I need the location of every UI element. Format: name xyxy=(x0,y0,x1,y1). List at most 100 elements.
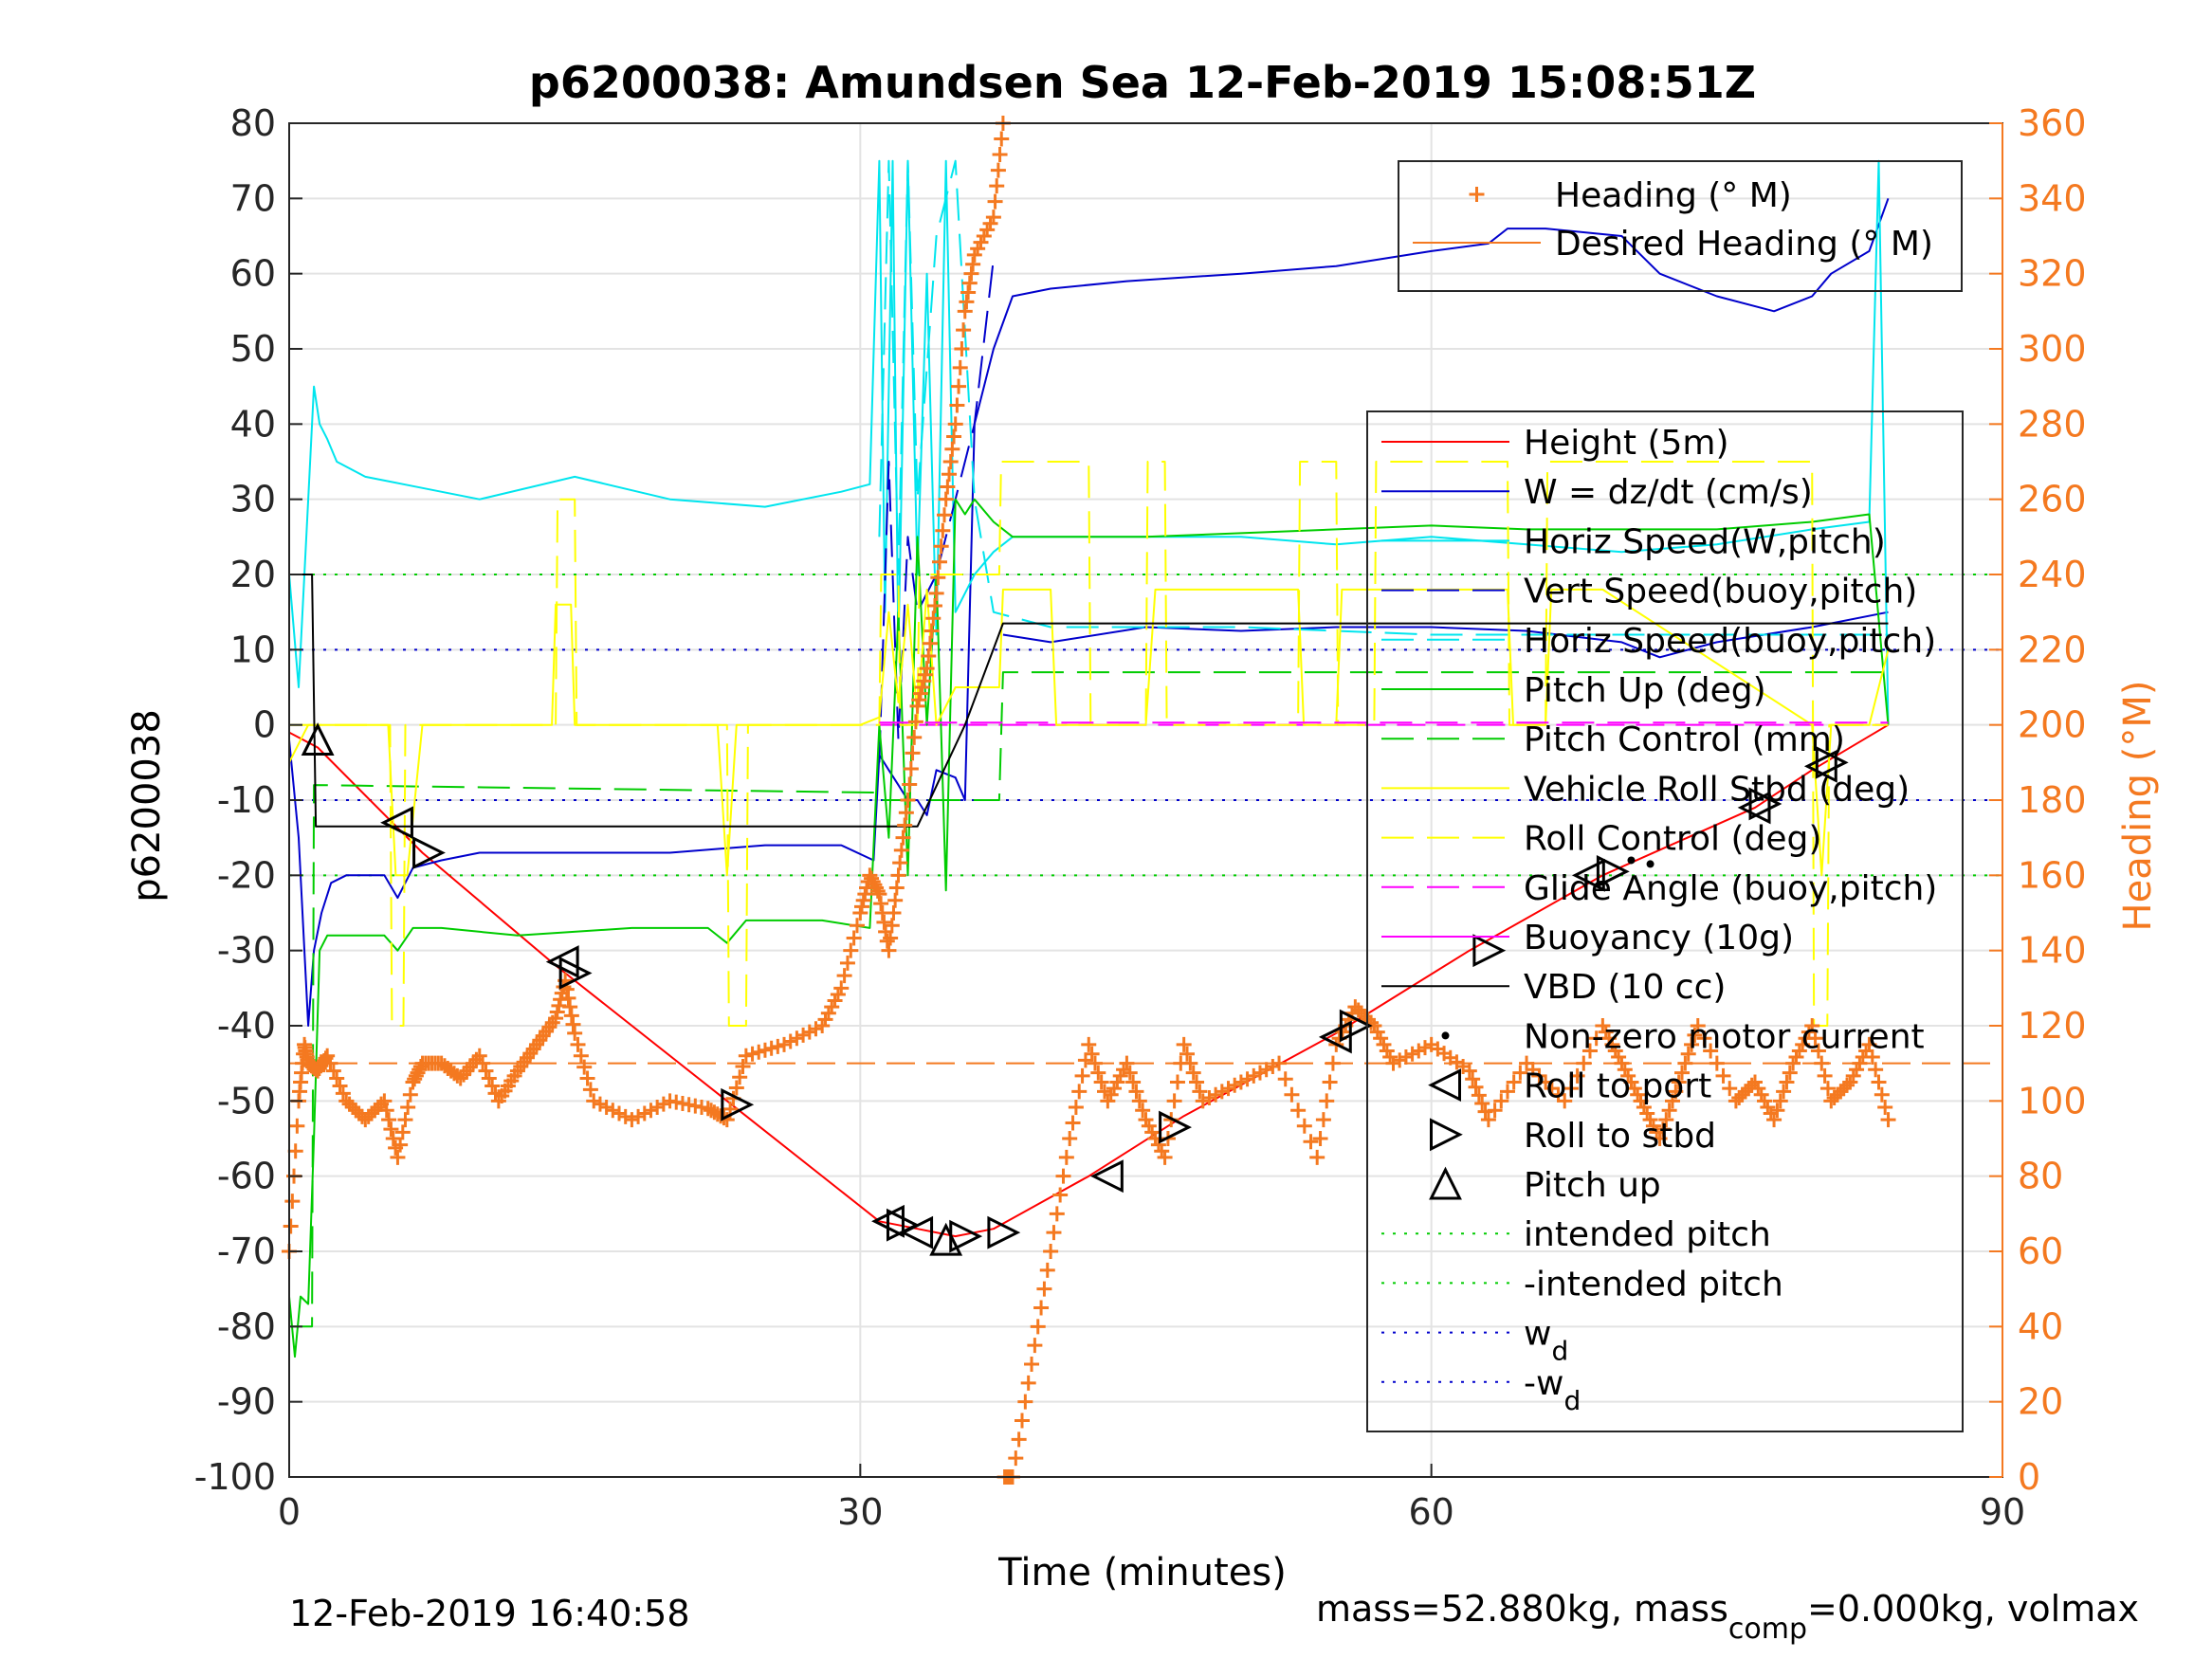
heading-point xyxy=(954,341,970,356)
heading-point xyxy=(1722,1081,1738,1097)
legend-entry: Pitch Up (deg) xyxy=(1381,671,1766,710)
heading-point xyxy=(1087,1055,1103,1071)
legend-entry: Desired Heading (° M) xyxy=(1413,225,1933,264)
legend-entry: Vehicle Roll Stbd (deg) xyxy=(1381,770,1910,809)
legend-label-text: Vehicle Roll Stbd (deg) xyxy=(1524,770,1910,809)
heading-point xyxy=(1588,1030,1604,1047)
heading-point xyxy=(1817,1067,1833,1084)
y-right-tick-label: 340 xyxy=(2018,177,2087,219)
y-left-tick-label: -40 xyxy=(217,1005,276,1047)
y-axis-label-right: Heading (°M) xyxy=(2116,681,2160,932)
heading-point xyxy=(1017,1394,1033,1410)
heading-point xyxy=(987,193,1003,210)
heading-point xyxy=(1303,1134,1319,1150)
heading-point xyxy=(475,1055,491,1071)
heading-point xyxy=(1819,1081,1836,1097)
legend-label: Roll to port xyxy=(1524,1067,1711,1106)
heading-point xyxy=(381,1112,397,1128)
heading-point xyxy=(843,942,859,958)
roll-to-port-marker xyxy=(1089,1159,1124,1194)
legend-entry: Height (5m) xyxy=(1381,424,1729,463)
roll-to-stbd-marker xyxy=(1159,1110,1192,1144)
heading-point xyxy=(921,647,937,664)
series-vbd-10-cc xyxy=(289,574,1889,828)
heading-point xyxy=(944,441,960,457)
y-right-tick-label: 80 xyxy=(2018,1156,2063,1197)
heading-point xyxy=(325,1063,341,1079)
y-left-tick-label: 40 xyxy=(230,403,276,445)
legend-label-text: Heading (° M) xyxy=(1555,176,1792,215)
heading-point xyxy=(1020,1375,1036,1391)
legend-entry: Roll to stbd xyxy=(1430,1117,1716,1156)
x-tick-label: 30 xyxy=(837,1491,883,1533)
heading-point xyxy=(565,1016,581,1032)
footer-mass-a: mass=52.880kg, mass xyxy=(1316,1588,1728,1630)
roll-to-stbd-marker xyxy=(1748,787,1782,821)
legend-label-text: Roll Control (deg) xyxy=(1524,820,1821,859)
heading-point xyxy=(926,598,942,614)
legend-label-text: Pitch up xyxy=(1524,1166,1661,1205)
heading-point xyxy=(732,1069,748,1085)
motor-current-marker xyxy=(1646,860,1654,868)
legend-label: -wd xyxy=(1524,1364,1581,1416)
legend-label-text: -w xyxy=(1524,1364,1563,1403)
legend-entry: Roll to port xyxy=(1428,1067,1711,1106)
heading-point xyxy=(576,1059,593,1075)
heading-point xyxy=(887,892,904,908)
heading-point xyxy=(728,1080,744,1096)
legend-label-text: -intended pitch xyxy=(1524,1265,1783,1304)
heading-point xyxy=(560,990,576,1006)
heading-point xyxy=(390,1149,406,1165)
y-left-tick-label: -60 xyxy=(217,1156,276,1197)
heading-point xyxy=(735,1058,751,1074)
heading-point xyxy=(1043,1244,1059,1259)
heading-point xyxy=(869,883,886,899)
y-right-tick-label: 20 xyxy=(2018,1381,2063,1423)
heading-point xyxy=(471,1048,487,1064)
legend-entry: -wd xyxy=(1381,1364,1581,1416)
heading-point xyxy=(1068,1099,1084,1115)
legend-label-text: Height (5m) xyxy=(1524,424,1729,463)
heading-points xyxy=(282,116,1896,1485)
legend-entry: Pitch Control (mm) xyxy=(1381,720,1845,759)
heading-point xyxy=(1581,1043,1598,1059)
y-right-tick-label: 220 xyxy=(2018,629,2087,670)
heading-point xyxy=(1664,1093,1680,1109)
heading-point xyxy=(942,454,959,469)
heading-point xyxy=(992,147,1008,163)
heading-point xyxy=(905,745,921,761)
roll-to-stbd-marker xyxy=(1339,1009,1373,1043)
heading-point xyxy=(1024,1357,1040,1372)
y-left-tick-label: -10 xyxy=(217,779,276,821)
heading-point xyxy=(925,611,941,627)
series-group xyxy=(282,116,1896,1485)
heading-point xyxy=(1776,1084,1792,1100)
y-right-tick-label: 0 xyxy=(2018,1456,2040,1498)
heading-point xyxy=(1189,1074,1205,1090)
legend-entry: Glide Angle (buoy,pitch) xyxy=(1381,869,1937,908)
legend-entry: Non-zero motor current xyxy=(1441,1017,1925,1056)
heading-point xyxy=(940,479,956,495)
heading-point xyxy=(332,1078,348,1094)
legend-label: Height (5m) xyxy=(1524,424,1729,463)
legend-label-text: W = dz/dt (cm/s) xyxy=(1524,473,1813,512)
heading-point xyxy=(952,359,968,375)
roll-to-stbd-marker xyxy=(887,1208,920,1242)
x-tick-label: 90 xyxy=(1980,1491,2025,1533)
heading-point xyxy=(922,635,938,651)
heading-point xyxy=(931,554,947,570)
legend-sample xyxy=(1429,1166,1462,1200)
y-right-tick-label: 300 xyxy=(2018,328,2087,370)
heading-point xyxy=(1093,1074,1109,1090)
heading-point xyxy=(1008,1450,1024,1467)
heading-point xyxy=(1864,1049,1880,1066)
y-left-tick-label: 20 xyxy=(230,554,276,595)
x-tick-label: 0 xyxy=(278,1491,301,1533)
heading-point xyxy=(1284,1086,1300,1103)
heading-point xyxy=(873,896,889,912)
series-vert-speed-buoy-pitch xyxy=(878,258,995,763)
y-right-tick-label: 100 xyxy=(2018,1080,2087,1121)
heading-point xyxy=(1690,1018,1706,1033)
heading-point xyxy=(892,855,908,871)
y-left-tick-label: 10 xyxy=(230,629,276,670)
